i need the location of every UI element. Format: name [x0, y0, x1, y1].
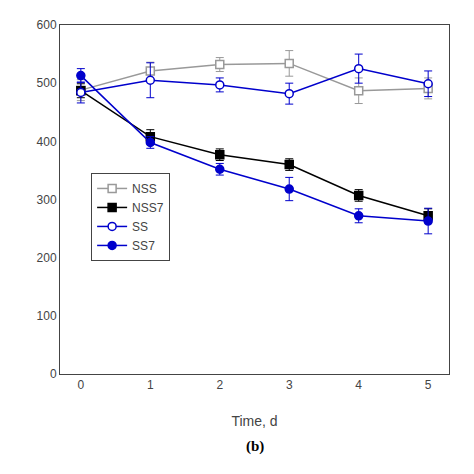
svg-text:NSS7: NSS7	[132, 201, 164, 215]
svg-text:4: 4	[355, 378, 362, 392]
svg-text:(b): (b)	[246, 438, 264, 455]
svg-text:400: 400	[37, 135, 57, 149]
svg-text:1: 1	[147, 378, 154, 392]
svg-text:0: 0	[50, 367, 57, 381]
svg-text:SS: SS	[132, 220, 148, 234]
svg-text:5: 5	[425, 378, 432, 392]
svg-text:0: 0	[77, 378, 84, 392]
svg-text:100: 100	[37, 309, 57, 323]
svg-text:2: 2	[216, 378, 223, 392]
svg-text:SS7: SS7	[132, 239, 155, 253]
svg-text:600: 600	[37, 18, 57, 32]
svg-text:3: 3	[286, 378, 293, 392]
svg-text:200: 200	[37, 251, 57, 265]
svg-text:Time, d: Time, d	[231, 413, 277, 429]
svg-text:300: 300	[37, 193, 57, 207]
svg-text:NSS: NSS	[132, 182, 157, 196]
svg-text:500: 500	[37, 76, 57, 90]
